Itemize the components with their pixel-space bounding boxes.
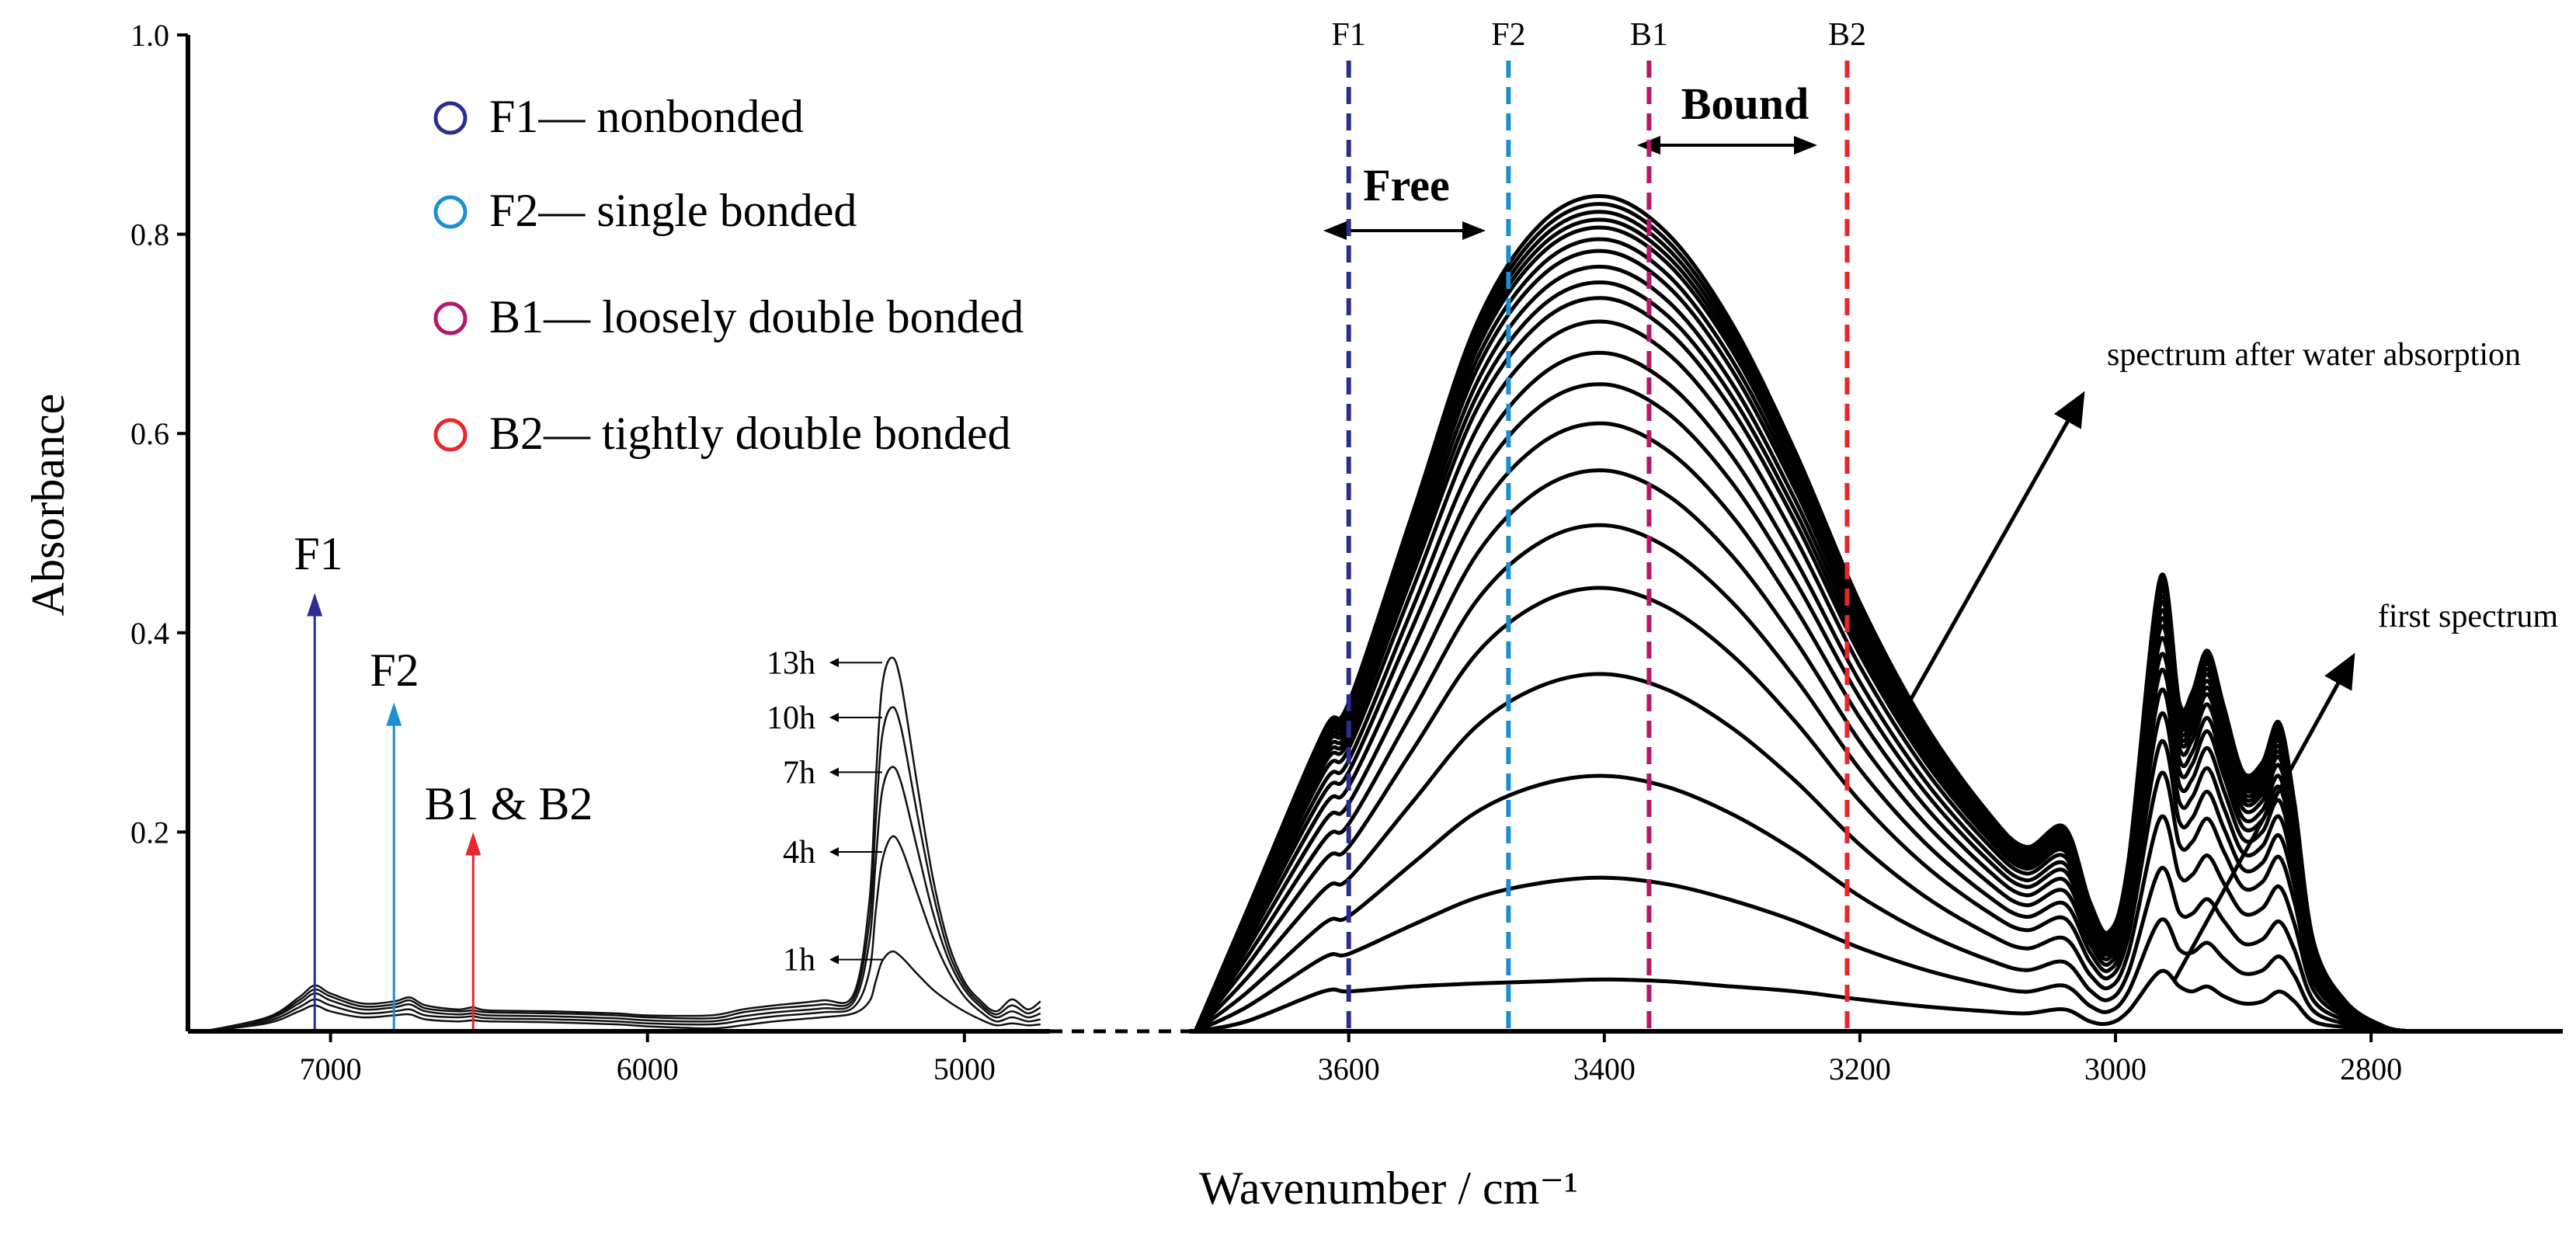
- mir-series-line: [1193, 319, 2410, 1034]
- nir-series-layer: [203, 656, 1041, 1033]
- peak-arrow-head-1: [386, 702, 402, 726]
- mir-series-line: [1194, 586, 2410, 1034]
- mir-series-line: [1193, 350, 2410, 1034]
- region-label-free: Free: [1363, 160, 1450, 210]
- legend-marker-b2: [433, 418, 468, 452]
- legend-item-f2: F2— single bonded: [433, 185, 857, 236]
- annotation-first-spectrum: first spectrum: [2378, 599, 2558, 634]
- legend-label-b1: B1— loosely double bonded: [489, 291, 1024, 342]
- region-arrow-free-head-right: [1462, 221, 1486, 240]
- annotation-arrow-after-water: [1896, 391, 2085, 722]
- x-tick-label: 3200: [1829, 1052, 1891, 1086]
- legend-marker-b1: [433, 301, 468, 335]
- mir-series-line: [1193, 280, 2410, 1034]
- x-tick-label: 2800: [2340, 1052, 2402, 1086]
- region-arrow-bound: [1637, 136, 1817, 155]
- vertical-line-label-b2: B2: [1828, 17, 1866, 53]
- time-label-4h: 4h: [783, 835, 815, 871]
- peak-arrow-label-f2: F2: [370, 645, 419, 696]
- time-arrow-head-13h: [829, 658, 839, 668]
- mir-series-line: [1194, 773, 2410, 1034]
- legend: F1— nonbonded F2— single bonded B1— loos…: [433, 91, 1024, 459]
- region-arrow-bound-head-right: [1794, 136, 1817, 155]
- y-tick-label: 0.4: [130, 616, 169, 651]
- vertical-line-label-b1: B1: [1630, 17, 1668, 53]
- vertical-line-layer: F1 F2 B1 B2: [1332, 17, 1866, 1031]
- legend-item-b2: B2— tightly double bonded: [433, 408, 1011, 459]
- mir-series-line: [1194, 468, 2410, 1034]
- mir-series-line: [1193, 296, 2410, 1034]
- mir-series-line: [1193, 194, 2410, 1034]
- legend-item-b1: B1— loosely double bonded: [433, 291, 1024, 342]
- legend-label-f2: F2— single bonded: [489, 185, 857, 236]
- mir-series-line: [1193, 264, 2410, 1034]
- tick-layer: 0.2 0.4 0.6 0.8 1.0 7000 6000 5000 3600 3400 3200 3…: [130, 18, 2402, 1086]
- time-arrow-head-7h: [829, 767, 839, 777]
- x-tick-label: 3400: [1573, 1052, 1636, 1086]
- time-label-layer: 13h 10h 7h 4h 1h: [767, 645, 882, 979]
- mir-series-line: [1194, 968, 2410, 1034]
- legend-label-f1: F1— nonbonded: [489, 91, 804, 142]
- legend-label-b2: B2— tightly double bonded: [489, 408, 1011, 459]
- axes-layer: [186, 35, 2563, 1034]
- x-tick-label: 3000: [2084, 1052, 2147, 1086]
- peak-arrow-label-b1-b2: B1 & B2: [425, 778, 593, 829]
- time-arrow-head-10h: [829, 712, 839, 722]
- y-tick-label: 1.0: [130, 18, 169, 53]
- nir-series-line-1h: [203, 950, 1041, 1033]
- annotation-after-water: spectrum after water absorption: [2107, 337, 2521, 373]
- time-label-7h: 7h: [783, 755, 815, 791]
- region-arrow-free: [1323, 221, 1486, 240]
- x-tick-label: 5000: [933, 1052, 996, 1086]
- legend-marker-f2: [433, 195, 468, 229]
- mir-series-line: [1194, 421, 2410, 1034]
- peak-arrow-head-0: [307, 593, 323, 617]
- mir-series-line: [1194, 875, 2410, 1034]
- y-tick-label: 0.8: [130, 217, 169, 252]
- legend-item-f1: F1— nonbonded: [433, 91, 804, 142]
- y-tick-label: 0.2: [130, 815, 169, 850]
- x-tick-label: 3600: [1318, 1052, 1380, 1086]
- time-label-13h: 13h: [767, 645, 815, 681]
- y-tick-label: 0.6: [130, 416, 169, 451]
- peak-arrow-label-f1: F1: [294, 528, 342, 579]
- mir-series-line: [1194, 523, 2410, 1034]
- nir-series-line-10h: [203, 706, 1041, 1033]
- nir-series-line-4h: [203, 835, 1041, 1033]
- time-arrow-head-1h: [829, 954, 839, 965]
- region-label-bound: Bound: [1681, 78, 1809, 129]
- nir-series-line-7h: [203, 766, 1041, 1033]
- peak-arrow-layer: [307, 593, 481, 1030]
- vertical-line-label-f2: F2: [1491, 17, 1525, 53]
- nir-series-line-13h: [203, 656, 1041, 1033]
- y-axis-title: Absorbance: [23, 394, 74, 617]
- vertical-line-label-f1: F1: [1332, 17, 1366, 53]
- mir-series-line: [1194, 382, 2410, 1034]
- x-tick-label: 6000: [617, 1052, 679, 1086]
- mir-series-line: [1194, 672, 2410, 1034]
- mir-series-layer: [1193, 194, 2410, 1034]
- peak-arrow-head-2: [465, 832, 481, 856]
- time-label-1h: 1h: [783, 943, 815, 979]
- x-axis-title: Wavenumber / cm⁻¹: [1199, 1163, 1578, 1214]
- x-tick-label: 7000: [300, 1052, 362, 1086]
- region-arrow-free-head-left: [1323, 221, 1347, 240]
- time-label-10h: 10h: [767, 700, 815, 736]
- legend-marker-f1: [433, 101, 468, 135]
- time-arrow-head-4h: [829, 847, 839, 857]
